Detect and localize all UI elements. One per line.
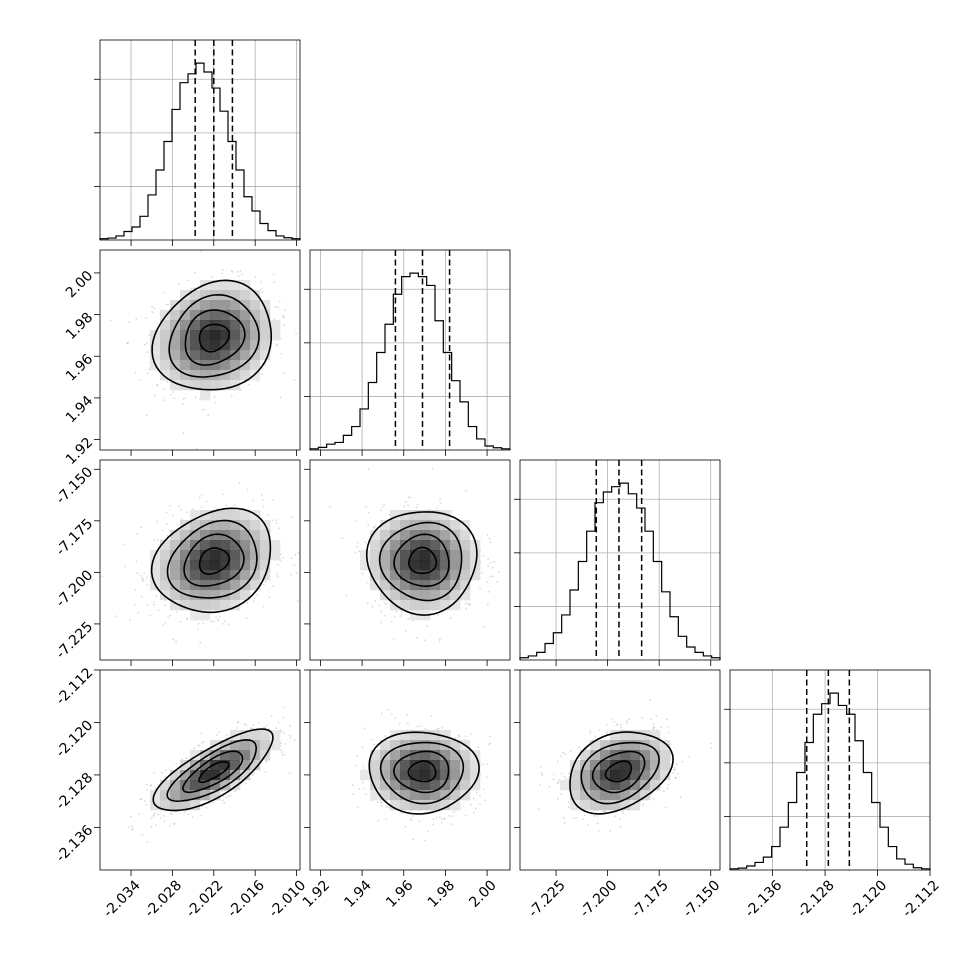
- scatter-panel-3-1: [94, 459, 301, 666]
- y-tick-label-param-2: 2.00: [63, 268, 96, 301]
- x-tick-label-param-1: -2.016: [225, 877, 268, 920]
- y-tick-label-param-4: -2.120: [53, 717, 96, 760]
- x-tick-label-param-4: -2.120: [847, 877, 890, 920]
- y-tick-label-param-2: 1.98: [63, 310, 96, 343]
- contour-level-1: [198, 547, 231, 575]
- x-tick-label-param-1: -2.028: [142, 877, 185, 920]
- contour-level-4: [151, 279, 272, 391]
- x-tick-label-param-1: -2.022: [183, 877, 226, 920]
- sample-points: [128, 706, 296, 843]
- y-tick-label-param-2: 1.92: [63, 435, 96, 468]
- sample-points: [101, 482, 300, 644]
- x-tick-label-param-2: 1.94: [341, 877, 374, 910]
- y-tick-label-param-2: 1.96: [63, 351, 96, 384]
- contour-level-1: [408, 546, 438, 575]
- contour-level-4: [569, 731, 674, 815]
- histogram-panel-3: [514, 459, 721, 666]
- y-tick-label-param-4: -2.136: [53, 822, 96, 865]
- x-tick-label-param-3: -7.175: [629, 877, 672, 920]
- contour-level-2: [393, 750, 450, 794]
- histogram-panel-1: [94, 39, 301, 246]
- panel-frame: [99, 39, 301, 241]
- contour-level-4: [150, 507, 272, 614]
- sample-points: [537, 699, 713, 832]
- panel-frame: [309, 669, 511, 871]
- scatter-panel-3-2: [304, 459, 511, 666]
- histogram-panel-2: [304, 249, 511, 456]
- contour-level-3: [166, 739, 258, 803]
- x-tick-label-param-4: -2.136: [742, 877, 785, 920]
- panel-frame: [519, 459, 721, 661]
- contour-level-3: [378, 521, 463, 602]
- y-tick-label-param-3: -7.225: [53, 619, 96, 662]
- x-tick-label-param-4: -2.112: [899, 877, 942, 920]
- x-tick-label-param-2: 1.92: [300, 877, 333, 910]
- contour-level-3: [168, 293, 260, 378]
- panel-frame: [99, 249, 301, 451]
- histogram-steps: [99, 62, 301, 240]
- histogram-panel-4: [724, 669, 931, 876]
- contour-level-1: [198, 761, 230, 784]
- contour-level-1: [407, 760, 437, 783]
- x-tick-label-param-4: -2.128: [795, 877, 838, 920]
- contour-level-2: [393, 533, 450, 587]
- y-tick-label-param-3: -7.200: [53, 567, 96, 610]
- scatter-panel-4-2: [304, 669, 511, 876]
- contour-level-2: [183, 533, 245, 587]
- contour-level-2: [591, 750, 646, 794]
- histogram-steps: [729, 692, 931, 870]
- contour-level-2: [182, 750, 244, 794]
- contour-level-4: [368, 731, 480, 815]
- contour-level-3: [580, 741, 660, 805]
- y-tick-label-param-4: -2.112: [53, 665, 96, 708]
- y-tick-label-param-3: -7.175: [53, 516, 96, 559]
- panel-frame: [99, 459, 301, 661]
- sample-points: [329, 467, 501, 643]
- x-tick-label-param-2: 1.98: [425, 877, 458, 910]
- scatter-panel-4-3: [514, 669, 721, 876]
- contour-level-1: [604, 760, 633, 783]
- scatter-panel-2-1: [94, 249, 301, 456]
- sample-points: [109, 250, 297, 450]
- contour-level-4: [365, 511, 478, 616]
- contour-level-3: [379, 741, 465, 805]
- x-tick-label-param-3: -7.200: [577, 877, 620, 920]
- contour-level-3: [166, 519, 258, 599]
- panel-frame: [309, 249, 511, 451]
- contour-level-4: [152, 728, 274, 812]
- sample-points: [351, 709, 492, 842]
- contour-level-2: [184, 309, 246, 366]
- y-tick-label-param-3: -7.150: [53, 464, 96, 507]
- y-tick-label-param-2: 1.94: [63, 393, 96, 426]
- x-tick-label-param-2: 1.96: [383, 877, 416, 910]
- contour-level-1: [198, 323, 231, 353]
- panel-frame: [729, 669, 931, 871]
- histogram-steps: [519, 482, 721, 660]
- x-tick-label-param-3: -7.150: [680, 877, 723, 920]
- x-tick-label-param-2: 2.00: [466, 877, 499, 910]
- panel-frame: [99, 669, 301, 871]
- panel-frame: [519, 669, 721, 871]
- histogram-steps: [309, 272, 511, 450]
- x-tick-label-param-3: -7.225: [526, 877, 569, 920]
- y-tick-label-param-4: -2.128: [53, 770, 96, 813]
- x-tick-label-param-1: -2.034: [101, 877, 144, 920]
- scatter-panel-4-1: [94, 669, 301, 876]
- panel-frame: [309, 459, 511, 661]
